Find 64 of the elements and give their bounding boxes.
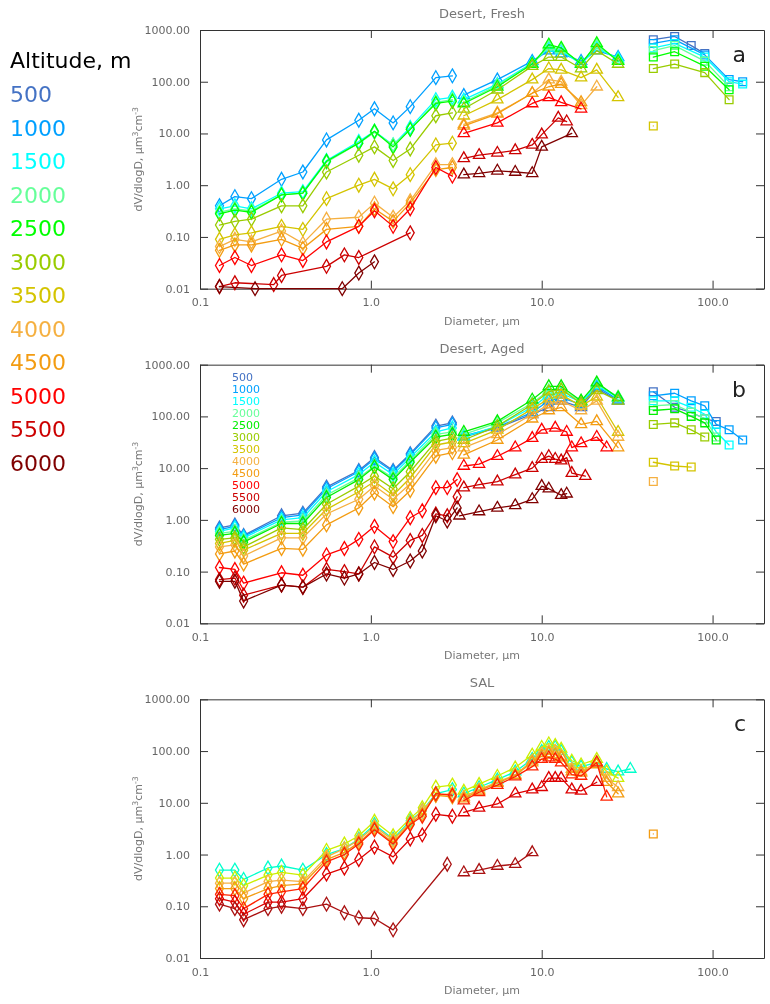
text: 5500 [10, 417, 66, 442]
text: 4500 [10, 350, 66, 375]
annotation: c [733, 711, 746, 737]
text: 3000 [10, 249, 66, 275]
y-tick-label: 1000.00 [144, 693, 190, 707]
annotation: a [732, 42, 746, 67]
text: 2500 [232, 418, 260, 432]
text: 4000 [10, 316, 66, 342]
x-tick-label: 10.0 [529, 965, 555, 979]
y-tick-label: 100.00 [151, 745, 190, 759]
y-tick-label: 10.00 [158, 462, 190, 476]
y-tick-label: 1.00 [165, 179, 190, 193]
x-tick-label: 0.1 [191, 296, 210, 310]
x-tick-label: 100.0 [697, 631, 729, 645]
text: 2500 [10, 216, 66, 241]
x-axis-title: Diameter, μm [443, 984, 521, 997]
text: 5000 [10, 383, 66, 409]
text: 2000 [10, 182, 66, 208]
text: 5000 [232, 478, 260, 492]
text: 5500 [232, 490, 260, 504]
x-tick-label: 1.0 [362, 296, 381, 310]
chart-title: Desert, Fresh [438, 6, 526, 21]
x-tick-label: 0.1 [191, 965, 210, 979]
x-tick-label: 100.0 [697, 965, 729, 979]
y-tick-label: 1.00 [165, 848, 190, 862]
x-tick-label: 10.0 [529, 296, 555, 310]
y-tick-label: 0.01 [165, 617, 190, 631]
text: 500 [10, 82, 52, 107]
y-tick-label: 10.00 [158, 127, 190, 141]
text: 3000 [232, 430, 260, 444]
y-tick-label: 1000.00 [144, 24, 190, 38]
y-tick-label: 0.01 [165, 952, 190, 966]
y-tick-label: 0.10 [165, 900, 190, 914]
x-tick-label: 0.1 [191, 631, 210, 645]
y-tick-label: 0.10 [165, 565, 190, 579]
y-tick-label: 100.00 [151, 410, 190, 424]
x-tick-label: 1.0 [362, 965, 381, 979]
y-tick-label: 10.00 [158, 796, 190, 810]
chart-title: SAL [469, 675, 496, 691]
x-tick-label: 1.0 [362, 631, 381, 645]
text: 2000 [232, 406, 260, 420]
text: 1500 [232, 394, 260, 408]
y-tick-label: 1.00 [165, 513, 190, 527]
x-tick-label: 100.0 [697, 296, 729, 310]
x-axis-title: Diameter, μm [443, 649, 521, 663]
chart-title: Desert, Aged [439, 340, 525, 356]
y-tick-label: 1000.00 [144, 358, 190, 372]
y-tick-label: 0.01 [165, 282, 190, 296]
y-tick-label: 100.00 [151, 75, 190, 89]
text: 4000 [232, 454, 260, 468]
text: 1000 [10, 115, 66, 141]
text: 1500 [10, 149, 66, 174]
x-axis-title: Diameter, μm [443, 314, 521, 328]
text: 6000 [232, 502, 260, 516]
text: 4500 [232, 466, 260, 480]
text: 500 [232, 370, 253, 384]
legend-title: Altitude, m [10, 48, 132, 73]
annotation: b [732, 376, 746, 402]
text: 3500 [10, 283, 66, 308]
y-tick-label: 0.10 [165, 230, 190, 244]
text: 3500 [232, 442, 260, 456]
text: 6000 [10, 450, 66, 476]
text: 1000 [232, 382, 260, 396]
x-tick-label: 10.0 [529, 631, 555, 645]
